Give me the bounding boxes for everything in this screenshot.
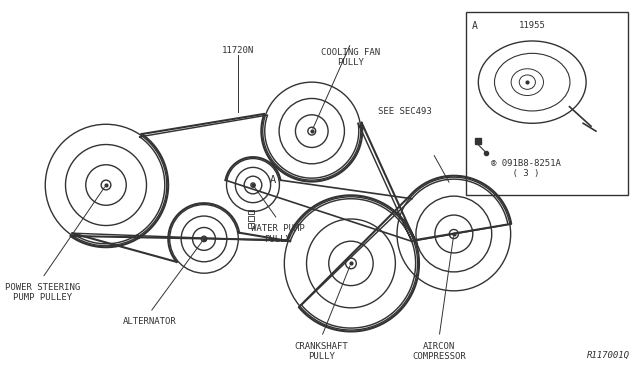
Text: ALTERNATOR: ALTERNATOR — [124, 317, 177, 326]
Bar — [465, 12, 628, 195]
Text: R117001Q: R117001Q — [588, 352, 630, 360]
Text: A: A — [472, 22, 477, 31]
Text: ® 091B8-8251A
    ( 3 ): ® 091B8-8251A ( 3 ) — [491, 158, 561, 178]
Text: 11720N: 11720N — [222, 46, 255, 55]
Text: AIRCON
COMPRESSOR: AIRCON COMPRESSOR — [412, 342, 466, 361]
Text: POWER STEERING
PUMP PULLEY: POWER STEERING PUMP PULLEY — [4, 283, 80, 302]
Text: SEE SEC493: SEE SEC493 — [378, 108, 432, 116]
Text: COOLING FAN
PULLY: COOLING FAN PULLY — [321, 48, 381, 67]
Text: CRANKSHAFT
PULLY: CRANKSHAFT PULLY — [294, 342, 348, 361]
Text: WATER PUMP
PULLY: WATER PUMP PULLY — [251, 224, 305, 244]
Bar — [248, 217, 254, 221]
Text: 11955: 11955 — [519, 22, 546, 31]
Bar — [248, 223, 254, 228]
Text: A: A — [269, 175, 276, 185]
Bar — [248, 209, 254, 214]
